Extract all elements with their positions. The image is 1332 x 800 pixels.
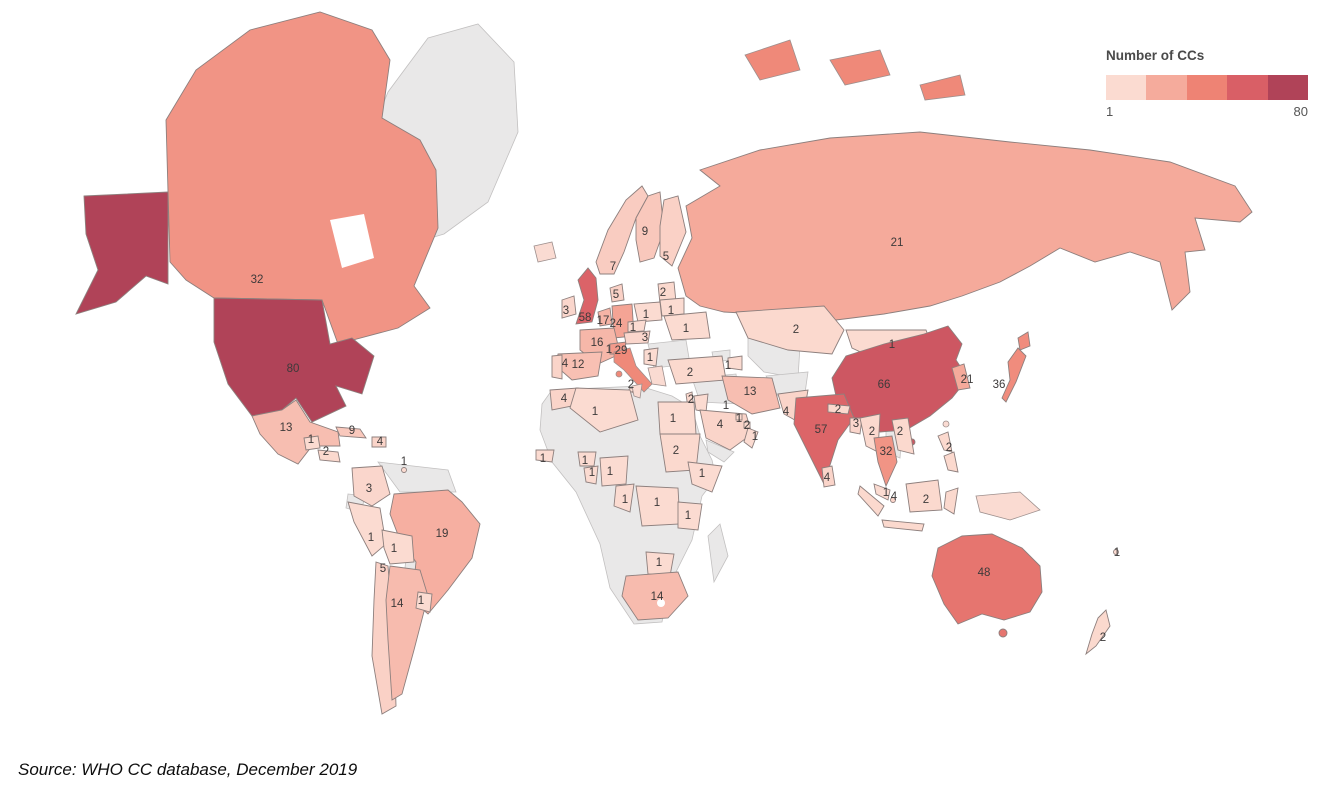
landmass-yemen (705, 439, 735, 463)
legend-max-label: 80 (1293, 104, 1308, 119)
country-ukraine[interactable] (663, 311, 711, 341)
legend-title: Number of CCs (1106, 48, 1205, 63)
country-uk[interactable] (575, 267, 599, 325)
country-cuba[interactable] (335, 426, 367, 439)
country-kazakhstan[interactable] (735, 305, 845, 355)
country-iceland[interactable] (533, 241, 557, 263)
country-bolivia[interactable] (381, 529, 415, 565)
country-philippines-north[interactable] (937, 431, 953, 453)
landmass-madagascar (707, 523, 729, 584)
country-turkey[interactable] (667, 355, 727, 385)
hudson-bay (330, 214, 374, 268)
country-senegal[interactable] (535, 449, 555, 463)
country-indonesia-java[interactable] (881, 519, 925, 532)
landmass-south-america-north (377, 461, 457, 493)
country-ireland[interactable] (561, 295, 577, 319)
country-indonesia-sumatra[interactable] (857, 485, 885, 517)
arctic-islands-1 (744, 39, 801, 81)
legend-swatch (1227, 75, 1268, 100)
country-indonesia-sulawesi[interactable] (943, 487, 959, 515)
country-uruguay[interactable] (415, 591, 433, 613)
country-burkina-faso[interactable] (577, 451, 597, 467)
country-new-guinea[interactable] (975, 491, 1041, 521)
country-sweden[interactable] (635, 191, 665, 263)
arctic-islands-3 (919, 74, 966, 101)
country-belarus[interactable] (659, 297, 685, 317)
country-egypt[interactable] (657, 401, 697, 435)
country-denmark[interactable] (609, 283, 625, 303)
country-dr-congo[interactable] (635, 485, 681, 527)
country-philippines-south[interactable] (943, 451, 959, 473)
country-fiji[interactable] (1113, 549, 1119, 555)
who-cc-world-map: 80 32 13 1 2 9 4 1 3 1 1 19 5 14 1 3 58 17 24 5 7 9 5 2 1 1 1 1 3 16 2… (75, 11, 1253, 715)
country-azerbaijan[interactable] (727, 355, 743, 371)
country-tunisia[interactable] (631, 383, 643, 399)
country-netherlands[interactable] (597, 307, 613, 327)
country-cameroon[interactable] (613, 483, 635, 513)
country-usa[interactable] (213, 297, 375, 423)
country-india[interactable] (793, 393, 855, 486)
country-colombia[interactable] (351, 465, 391, 507)
country-guatemala[interactable] (303, 435, 321, 451)
arctic-islands-2 (829, 49, 891, 86)
country-japan[interactable] (1001, 347, 1027, 403)
country-south-africa[interactable] (621, 571, 689, 621)
country-nigeria[interactable] (599, 455, 629, 487)
country-thailand[interactable] (873, 435, 898, 488)
country-hispaniola[interactable] (371, 436, 387, 448)
legend-color-ramp (1106, 75, 1309, 100)
country-ethiopia[interactable] (687, 461, 723, 493)
country-portugal[interactable] (551, 354, 563, 380)
country-austria[interactable] (623, 330, 651, 345)
country-greece[interactable] (647, 365, 667, 387)
legend-min-label: 1 (1106, 104, 1114, 119)
country-mexico[interactable] (251, 399, 341, 465)
country-sardinia[interactable] (615, 370, 623, 378)
country-singapore[interactable] (890, 497, 896, 503)
country-algeria[interactable] (569, 387, 639, 433)
country-czechia[interactable] (627, 319, 647, 333)
legend-scale-labels: 1 80 (1106, 104, 1308, 119)
country-poland[interactable] (633, 301, 663, 323)
country-indonesia-borneo[interactable] (905, 479, 943, 513)
country-ghana[interactable] (583, 465, 599, 485)
country-oman[interactable] (743, 427, 759, 449)
country-bahrain[interactable] (743, 421, 751, 429)
country-usa-alaska[interactable] (75, 191, 169, 315)
country-vietnam[interactable] (891, 417, 915, 455)
country-italy[interactable] (613, 347, 653, 393)
legend-swatch (1186, 75, 1228, 100)
legend-swatch (1106, 75, 1147, 100)
country-costa-rica[interactable] (317, 449, 341, 463)
country-serbia[interactable] (643, 347, 659, 367)
country-peru[interactable] (347, 501, 387, 557)
country-south-korea[interactable] (951, 363, 971, 391)
legend-swatch (1267, 75, 1309, 100)
country-trinidad[interactable] (401, 467, 407, 473)
legend-swatch (1146, 75, 1187, 100)
source-note: Source: WHO CC database, December 2019 (18, 760, 358, 779)
country-russia[interactable] (677, 131, 1253, 325)
country-sri-lanka[interactable] (821, 465, 836, 488)
country-taiwan[interactable] (942, 420, 950, 428)
country-malaysia[interactable] (873, 483, 891, 501)
country-canada[interactable] (165, 11, 439, 345)
color-legend: Number of CCs 1 80 (1106, 48, 1312, 119)
country-finland[interactable] (659, 195, 687, 267)
country-tanzania[interactable] (677, 501, 703, 531)
country-spain[interactable] (555, 351, 603, 381)
world-map-svg (75, 11, 1253, 715)
country-new-zealand[interactable] (1085, 609, 1111, 656)
country-nepal[interactable] (827, 403, 851, 415)
country-japan-hokkaido[interactable] (1017, 331, 1031, 351)
country-kuwait[interactable] (735, 413, 743, 421)
country-tasmania[interactable] (998, 628, 1008, 638)
country-jordan[interactable] (693, 393, 709, 413)
country-iran[interactable] (721, 375, 781, 415)
lesotho-hole (657, 599, 665, 607)
country-bangladesh[interactable] (849, 417, 863, 435)
country-argentina[interactable] (385, 565, 429, 701)
country-australia[interactable] (931, 533, 1043, 625)
